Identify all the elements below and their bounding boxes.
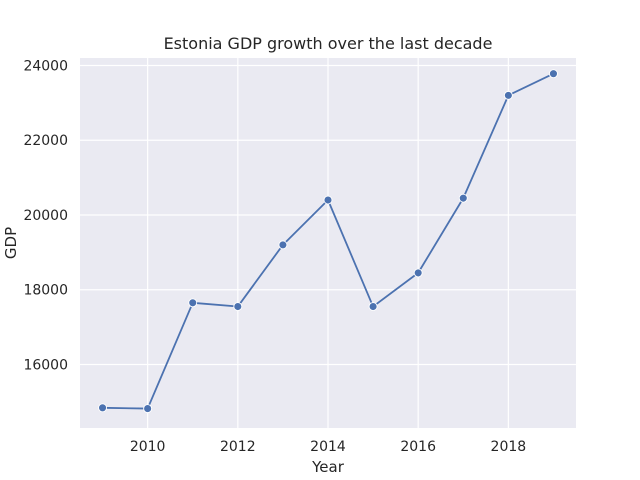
grid-lines xyxy=(80,58,576,428)
data-point xyxy=(98,403,107,413)
data-point xyxy=(549,69,558,79)
data-point xyxy=(503,90,513,100)
series-group xyxy=(98,69,558,414)
y-tick-label: 16000 xyxy=(23,357,68,373)
data-point xyxy=(143,404,153,414)
x-tick-label: 2012 xyxy=(220,439,256,455)
data-point xyxy=(323,195,333,205)
data-point xyxy=(188,298,198,308)
y-axis-label: GDP xyxy=(2,227,20,259)
data-point xyxy=(458,193,468,203)
x-tick-label: 2014 xyxy=(310,439,346,455)
x-tick-label: 2018 xyxy=(491,439,527,455)
x-axis-ticks: 2010 2012 2014 2016 2018 xyxy=(130,439,526,455)
y-tick-label: 18000 xyxy=(23,283,68,299)
y-axis-ticks: 16000 18000 20000 22000 24000 xyxy=(23,58,68,373)
data-point xyxy=(368,302,378,311)
chart-title: Estonia GDP growth over the last decade xyxy=(164,34,493,53)
data-point xyxy=(413,268,423,278)
x-axis-label: Year xyxy=(311,458,345,476)
x-tick-label: 2016 xyxy=(400,439,436,455)
data-point xyxy=(233,302,243,311)
y-tick-label: 20000 xyxy=(23,208,68,224)
data-point xyxy=(278,240,288,250)
y-tick-label: 24000 xyxy=(23,58,68,74)
x-tick-label: 2010 xyxy=(130,439,166,455)
y-tick-label: 22000 xyxy=(23,133,68,149)
